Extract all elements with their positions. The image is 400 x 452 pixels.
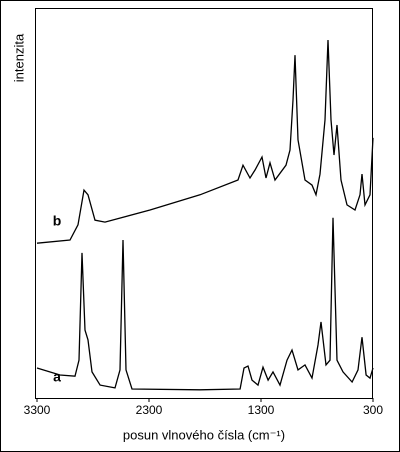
x-tick-label: 1300 <box>248 403 275 417</box>
spectrum-line <box>36 217 374 391</box>
trace-label: a <box>53 369 61 385</box>
plot-frame <box>35 8 373 399</box>
spectrum-line <box>36 39 374 244</box>
x-tick-label: 2300 <box>136 403 163 417</box>
y-axis-label: intenzita <box>11 33 26 82</box>
trace-label: b <box>53 213 62 229</box>
x-tick-label: 3300 <box>24 403 51 417</box>
x-axis-label: posun vlnového čísla (cm⁻¹) <box>123 427 285 442</box>
x-tick-label: 300 <box>363 403 383 417</box>
